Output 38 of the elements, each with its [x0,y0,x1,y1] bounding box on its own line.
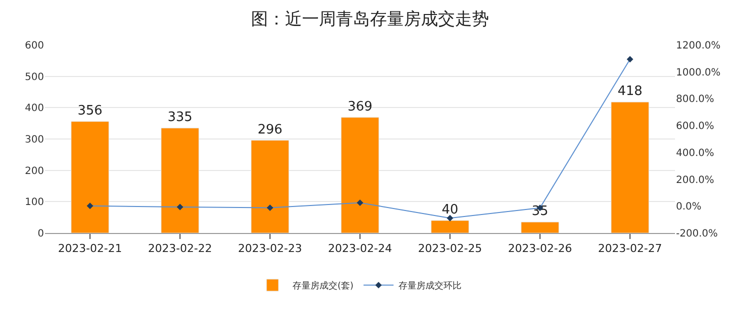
bar [340,117,380,233]
bar [430,220,470,233]
y-tick-label: 300 [24,134,44,146]
y-tick-label: 0 [38,228,44,240]
x-tick-label: 2023-02-25 [418,242,482,256]
data-label: 296 [258,122,282,138]
data-label: 335 [168,110,192,126]
y2-tick-label: 600.0% [676,121,714,132]
x-tick-label: 2023-02-26 [508,242,572,256]
y-tick-label: 600 [24,40,44,52]
bar [520,222,560,233]
x-tick-label: 2023-02-24 [328,242,392,256]
x-tick-label: 2023-02-22 [148,242,212,256]
data-label: 369 [348,99,372,114]
data-label: 418 [618,84,642,100]
y2-tick-label: 1200.0% [676,40,720,52]
y-tick-label: 500 [24,72,44,83]
y2-tick-label: 800.0% [676,94,714,106]
chart-title: 图：近一周青岛存量房成交走势 [251,9,489,30]
x-tick-label: 2023-02-27 [598,242,662,256]
y2-tick-label: 0.0% [676,202,702,213]
y-tick-label: 200 [24,166,44,177]
y2-tick-label: 400.0% [676,148,714,159]
y-tick-label: 400 [24,103,44,114]
y2-tick-label: 200.0% [676,174,714,186]
y-tick-label: 100 [24,197,44,208]
data-label: 40 [442,202,458,218]
y2-tick-label: -200.0% [676,228,718,240]
legend-label: 存量房成交环比 [398,280,462,292]
legend-label: 存量房成交(套) [292,280,354,292]
x-tick-label: 2023-02-23 [238,242,302,256]
y2-tick-label: 1000.0% [676,67,720,78]
x-tick-label: 2023-02-21 [58,242,122,256]
bar [70,121,110,233]
bar [250,140,290,233]
bar [610,102,650,233]
data-label: 356 [78,103,102,118]
bar [160,128,200,233]
